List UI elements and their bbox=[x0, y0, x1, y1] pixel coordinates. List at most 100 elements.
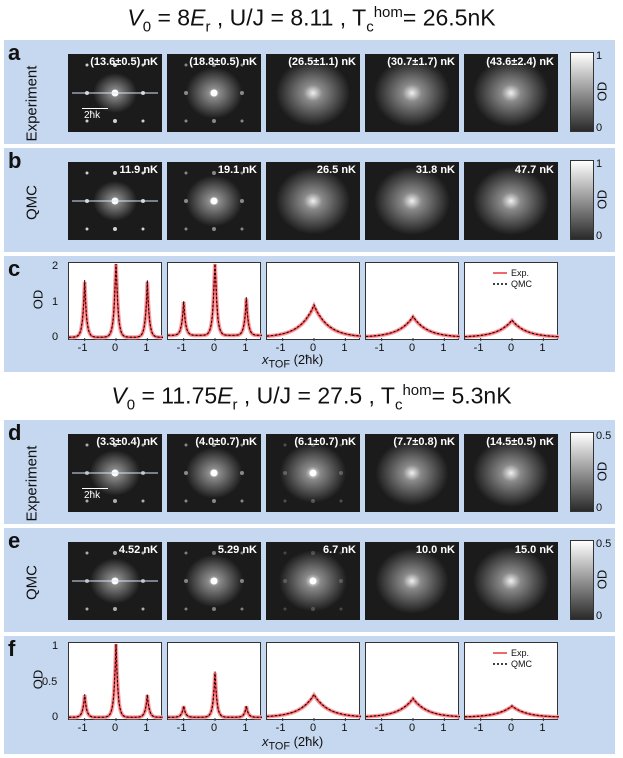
absorption-image-graphic bbox=[184, 63, 244, 123]
qmc-line bbox=[168, 263, 262, 336]
x-tick-label: -1 bbox=[473, 342, 484, 354]
od-profile-graphic bbox=[69, 263, 163, 341]
od-profile-plot bbox=[266, 642, 362, 721]
qmc-line bbox=[465, 705, 559, 718]
absorption-image: 15.0 nK bbox=[464, 542, 558, 620]
interference-peak bbox=[283, 607, 287, 611]
absorption-image: (30.7±1.7) nK bbox=[365, 54, 459, 132]
x-tick-label: 1 bbox=[242, 722, 249, 734]
interference-peak bbox=[240, 471, 244, 475]
colorbar-b-min: 0 bbox=[596, 230, 603, 242]
scale-bar-label: 2ħk bbox=[84, 110, 101, 121]
interference-peak bbox=[85, 443, 89, 447]
cloud-glow bbox=[473, 439, 549, 507]
x-tick-label: 0 bbox=[211, 722, 218, 734]
panel-letter-e: e bbox=[8, 528, 21, 553]
interference-peak bbox=[240, 227, 244, 231]
x-tick-label: -1 bbox=[374, 722, 385, 734]
interference-peak bbox=[85, 551, 89, 555]
x-tick-label: 1 bbox=[341, 722, 348, 734]
interference-peak bbox=[85, 607, 89, 611]
interference-peak bbox=[339, 579, 343, 583]
absorption-image-graphic bbox=[279, 550, 347, 612]
absorption-image-graphic bbox=[184, 171, 244, 231]
od-profile-graphic bbox=[168, 671, 262, 721]
colorbar-d-min: 0 bbox=[596, 502, 603, 514]
interference-peak bbox=[85, 119, 89, 123]
interference-peak bbox=[184, 63, 188, 67]
qmc-line bbox=[69, 643, 163, 718]
qmc-temperature-label: 19.1 nK bbox=[217, 164, 257, 176]
experiment-temperature-label: (7.7±0.8) nK bbox=[393, 436, 455, 448]
interference-peak bbox=[184, 607, 188, 611]
panel-letter-c: c bbox=[8, 256, 21, 281]
absorption-image-graphic bbox=[473, 439, 549, 507]
colorbar-e-min: 0 bbox=[596, 610, 603, 622]
panel-letter-b: b bbox=[8, 148, 22, 173]
profile-c-ytick-bot: 0 bbox=[52, 331, 59, 343]
absorption-image-graphic bbox=[473, 59, 549, 127]
absorption-image: 19.1 nK bbox=[167, 162, 261, 240]
interference-peak bbox=[184, 499, 188, 503]
x-tick-label: 0 bbox=[310, 722, 317, 734]
interference-peak bbox=[184, 91, 188, 95]
absorption-image: (6.1±0.7) nK bbox=[266, 434, 360, 512]
interference-peak bbox=[113, 227, 117, 231]
cloud-glow bbox=[374, 59, 450, 127]
x-tick-label: 0 bbox=[112, 342, 119, 354]
qmc-line bbox=[266, 693, 362, 717]
qmc-temperature-label: 6.7 nK bbox=[322, 544, 356, 556]
x-tick-label: 1 bbox=[539, 342, 546, 354]
absorption-image-graphic bbox=[375, 548, 449, 614]
absorption-image-graphic bbox=[72, 551, 158, 611]
experiment-error-band bbox=[267, 691, 361, 719]
experiment-temperature-label: (30.7±1.7) nK bbox=[387, 56, 455, 68]
cloud-glow bbox=[275, 167, 351, 235]
experiment-temperature-label: (18.8±0.5) nK bbox=[189, 56, 257, 68]
interference-peak bbox=[184, 227, 188, 231]
absorption-image: (18.8±0.5) nK bbox=[167, 54, 261, 132]
colorbar-a-min: 0 bbox=[596, 122, 603, 134]
interference-peak bbox=[141, 607, 145, 611]
x-tick-label: 1 bbox=[341, 342, 348, 354]
x-tick-label: 0 bbox=[508, 722, 515, 734]
colorbar-a-max: 1 bbox=[596, 50, 603, 62]
interference-peak bbox=[210, 89, 218, 97]
absorption-image-graphic bbox=[279, 443, 347, 503]
legend-label: QMC bbox=[511, 659, 532, 669]
interference-peak bbox=[113, 63, 117, 67]
qmc-line bbox=[366, 697, 460, 717]
interference-peak bbox=[311, 607, 315, 611]
interference-peak bbox=[240, 499, 244, 503]
panel-letter-a: a bbox=[8, 40, 21, 65]
interference-peak bbox=[283, 443, 287, 447]
absorption-image-graphic bbox=[275, 167, 351, 235]
absorption-image: (13.6±0.5) nK 2ħk bbox=[68, 54, 162, 132]
od-profile-plot bbox=[365, 642, 460, 721]
interference-peak bbox=[240, 443, 244, 447]
x-tick-label: 1 bbox=[440, 342, 447, 354]
od-profile-graphic: Exp.QMC bbox=[464, 268, 560, 341]
profile-c-ylabel: OD bbox=[30, 289, 46, 310]
interference-peak bbox=[283, 499, 287, 503]
row-label-experiment-2: Experiment bbox=[23, 445, 41, 522]
interference-peak bbox=[184, 199, 188, 203]
interference-peak bbox=[113, 551, 117, 555]
interference-peak bbox=[240, 119, 244, 123]
x-tick-label: 0 bbox=[112, 722, 119, 734]
experiment-temperature-label: (43.6±2.4) nK bbox=[486, 56, 554, 68]
x-tick-label: 0 bbox=[310, 342, 317, 354]
interference-peak bbox=[141, 443, 145, 447]
od-profile-graphic bbox=[366, 695, 460, 721]
absorption-image: 5.29 nK bbox=[167, 542, 261, 620]
interference-peak bbox=[141, 499, 145, 503]
x-tick-label: -1 bbox=[473, 722, 484, 734]
x-tick-label: 1 bbox=[242, 342, 249, 354]
colorbar-e-max: 0.5 bbox=[596, 538, 612, 550]
panel-letter-f: f bbox=[8, 636, 16, 661]
experiment-temperature-label: (3.3±0.4) nK bbox=[96, 436, 158, 448]
interference-peak bbox=[240, 579, 244, 583]
qmc-temperature-label: 15.0 nK bbox=[514, 544, 554, 556]
interference-peak bbox=[212, 607, 216, 611]
od-profile-graphic bbox=[266, 691, 362, 721]
